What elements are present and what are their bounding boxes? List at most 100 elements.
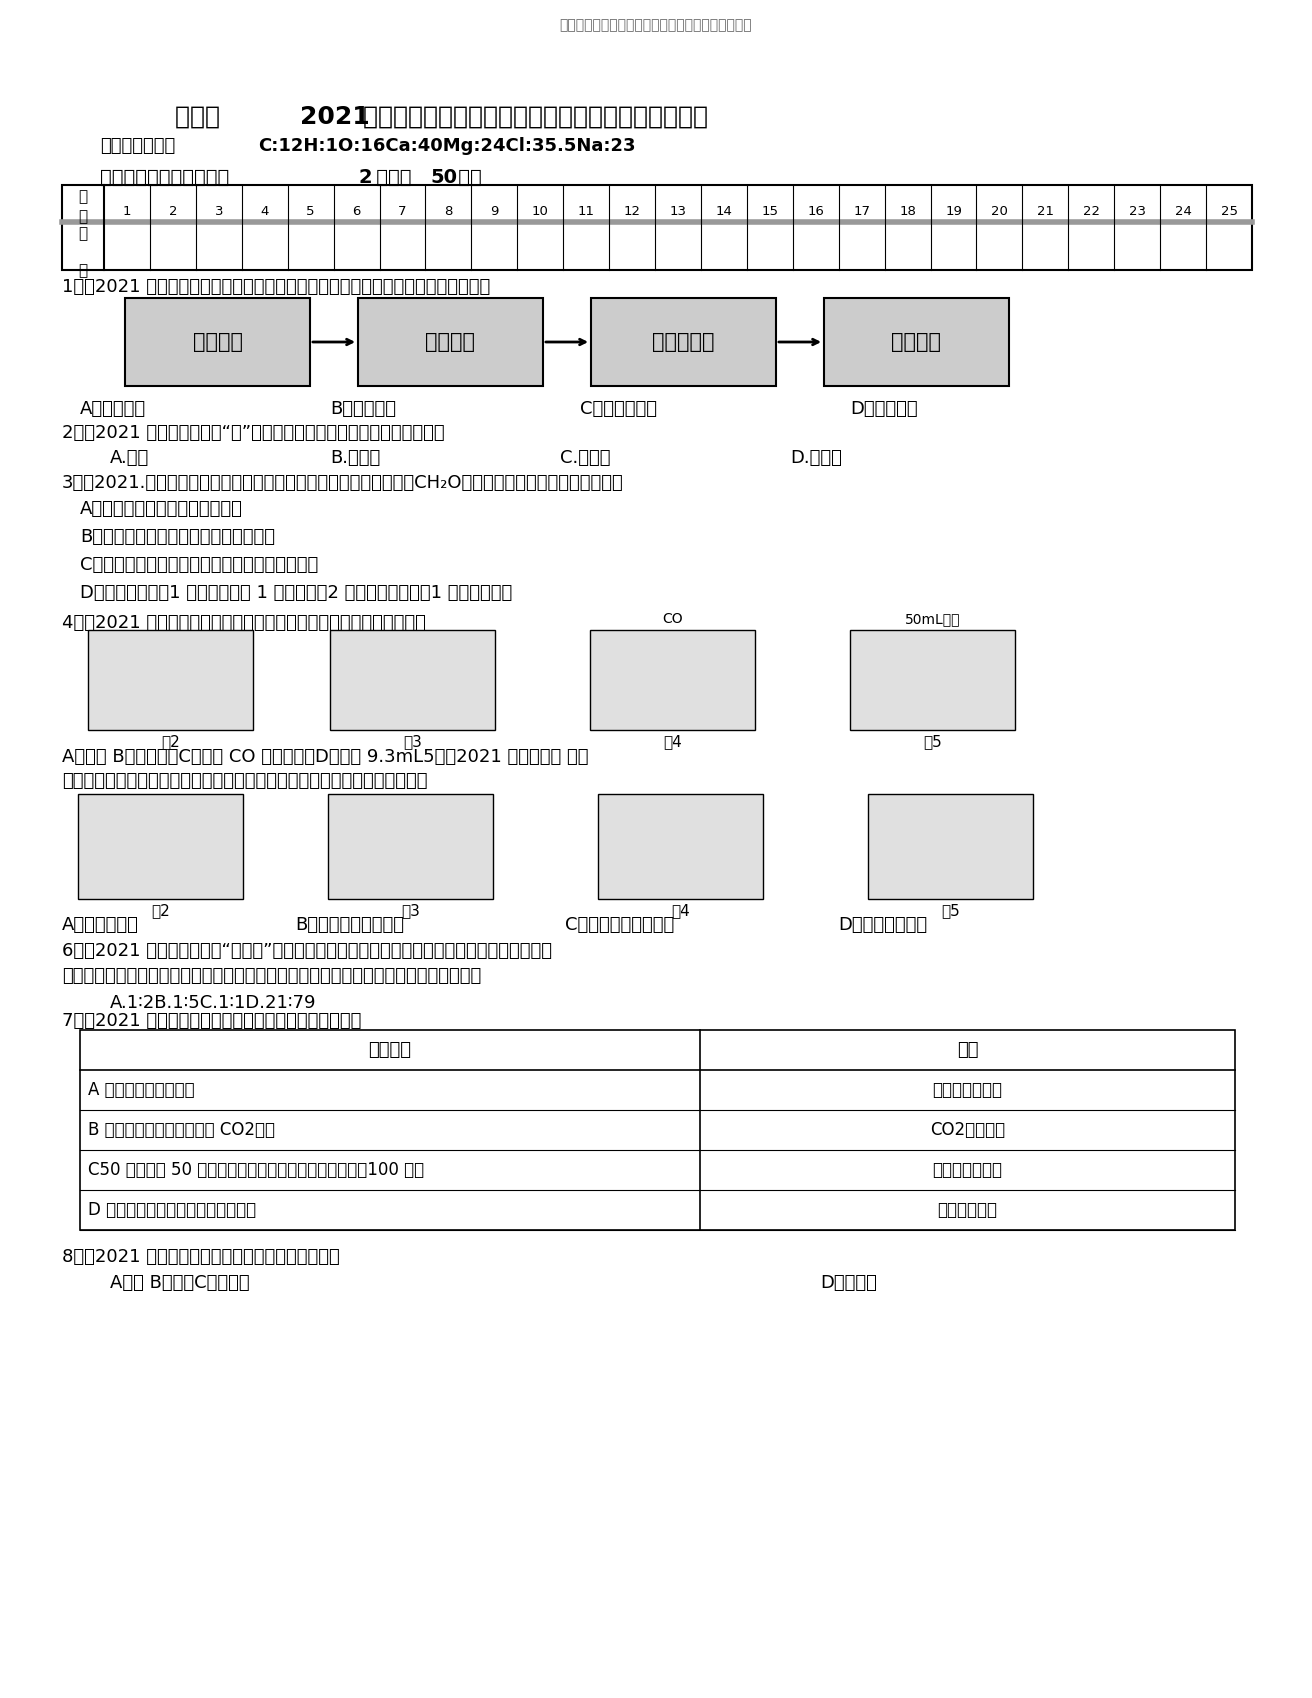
Text: C.矿泉水: C.矿泉水 [560, 448, 610, 467]
Text: 21: 21 [1036, 205, 1054, 217]
Text: 3: 3 [215, 205, 223, 217]
Text: C50 毫升水与 50 毫升乙醇混溶，混溶后整体积小于　　100 毫升: C50 毫升水与 50 毫升乙醇混溶，混溶后整体积小于 100 毫升 [88, 1161, 424, 1178]
Text: 13: 13 [669, 205, 686, 217]
Bar [88, 630, 253, 730]
Text: 一、单项选择（每题: 一、单项选择（每题 [100, 168, 230, 187]
Text: C．从宏观上看：甲醛由碳、氢、氧三种元素构成: C．从宏观上看：甲醛由碳、氢、氧三种元素构成 [80, 555, 319, 574]
Text: 2．（2021 雅安）以下含有“水”的物质中，属于贞洁物的是（　　　　）: 2．（2021 雅安）以下含有“水”的物质中，属于贞洁物的是（ ） [62, 424, 445, 441]
Text: 分子在不停运动: 分子在不停运动 [933, 1082, 1002, 1099]
Text: 23: 23 [1128, 205, 1145, 217]
Text: 17: 17 [853, 205, 870, 217]
Bar [869, 795, 1033, 898]
Text: 泰安市: 泰安市 [174, 105, 228, 129]
Text: 5: 5 [307, 205, 315, 217]
Text: 7: 7 [399, 205, 407, 217]
Text: 11: 11 [577, 205, 594, 217]
Text: D．杀菌消毒: D．杀菌消毒 [850, 401, 917, 418]
Text: D．硫酸铜: D．硫酸铜 [820, 1274, 876, 1292]
Text: 6．（2021 重庆）打捞韩国“光阴号”沉船是在水下作业，潜水员需要呼吸富氧空气。富氧空气中: 6．（2021 重庆）打捞韩国“光阴号”沉船是在水下作业，潜水员需要呼吸富氧空气… [62, 942, 552, 959]
Text: D．从微观上看：1 个甲醛分子由 1 个碳原子、2 个氢原子和　　　1 个氧原子构成: D．从微观上看：1 个甲醛分子由 1 个碳原子、2 个氢原子和 1 个氧原子构成 [80, 584, 512, 603]
Text: B．砂层过滤: B．砂层过滤 [331, 401, 396, 418]
Text: 10: 10 [531, 205, 548, 217]
Text: 50: 50 [430, 168, 457, 187]
Text: 分）: 分） [453, 168, 482, 187]
Text: 图2: 图2 [151, 903, 169, 919]
Text: A．过滤 B．加热液体C．除掉 CO 中的水蒸气D．量取 9.3mL5．（2021 苏州）以下 液体: A．过滤 B．加热液体C．除掉 CO 中的水蒸气D．量取 9.3mL5．（202… [62, 749, 589, 766]
Text: 3．（2021.福州市）甲醛可用作农药和消毒剂，　　以下对于甲醛（CH₂O）的说法错误的选项是（　　　）: 3．（2021.福州市）甲醛可用作农药和消毒剂， 以下对于甲醛（CH₂O）的说法… [62, 474, 623, 492]
Text: A.1∶2B.1∶5C.1∶1D.21∶79: A.1∶2B.1∶5C.1∶1D.21∶79 [110, 993, 316, 1012]
Text: A．自然积淀: A．自然积淀 [80, 401, 146, 418]
Bar [824, 299, 1009, 385]
Text: 相对原子质量：: 相对原子质量： [100, 138, 176, 155]
Text: 14: 14 [715, 205, 732, 217]
Text: A.硬水: A.硬水 [110, 448, 150, 467]
Text: 2: 2 [358, 168, 371, 187]
Text: 12: 12 [623, 205, 640, 217]
Text: 自然沉淀: 自然沉淀 [193, 333, 243, 351]
Bar [62, 185, 1252, 270]
Text: 题
号: 题 号 [79, 188, 88, 224]
Text: 分子能够再分: 分子能够再分 [938, 1200, 997, 1219]
Text: 7．（2021 宜宾）以下事实对应的解说错误的选项是（）: 7．（2021 宜宾）以下事实对应的解说错误的选项是（） [62, 1012, 361, 1031]
Text: 25: 25 [1220, 205, 1237, 217]
Text: B 用肉眼不可以直接察看到 CO2分子: B 用肉眼不可以直接察看到 CO2分子 [88, 1121, 276, 1139]
Text: 泰安市九年级化学上学期期末模拟试题鲁教版含答案: 泰安市九年级化学上学期期末模拟试题鲁教版含答案 [560, 19, 752, 32]
Text: A．排水法集气: A．排水法集气 [62, 915, 139, 934]
Text: 图5: 图5 [941, 903, 960, 919]
Text: 答

案: 答 案 [79, 226, 88, 278]
Text: 8: 8 [445, 205, 453, 217]
Text: 24: 24 [1174, 205, 1191, 217]
Text: 50mL量筒: 50mL量筒 [905, 611, 960, 627]
Bar [598, 795, 764, 898]
Text: A 在花园中可闻到花香: A 在花园中可闻到花香 [88, 1082, 194, 1099]
Text: 20: 20 [991, 205, 1008, 217]
Text: 1: 1 [123, 205, 131, 217]
Text: 2021: 2021 [300, 105, 370, 129]
Bar [358, 299, 543, 385]
Text: C．活性炭吸附: C．活性炭吸附 [580, 401, 657, 418]
Bar [77, 795, 243, 898]
Text: 图3: 图3 [401, 903, 420, 919]
Text: C:12H:1O:16Ca:40Mg:24Cl:35.5Na:23: C:12H:1O:16Ca:40Mg:24Cl:35.5Na:23 [258, 138, 635, 155]
Text: C．用高锰酸钾制氧气: C．用高锰酸钾制氧气 [565, 915, 674, 934]
Bar [331, 630, 495, 730]
Text: CO2分子很小: CO2分子很小 [930, 1121, 1005, 1139]
Bar [125, 299, 310, 385]
Text: 16: 16 [807, 205, 824, 217]
Text: B.蒸馏水: B.蒸馏水 [331, 448, 380, 467]
Text: 图3: 图3 [403, 734, 422, 749]
Text: 分，共: 分，共 [370, 168, 417, 187]
Text: 氧气的含量高于一般空气中氧气的含量，富氧空气中氧气与其余气体的体积比能够是（）: 氧气的含量高于一般空气中氧气的含量，富氧空气中氧气与其余气体的体积比能够是（） [62, 966, 482, 985]
Text: 4．（2021 安徽）以下实验操作中，能抵达实验目的的是（　　　　）: 4．（2021 安徽）以下实验操作中，能抵达实验目的的是（ ） [62, 615, 426, 632]
Text: CO: CO [663, 611, 682, 627]
Bar [850, 630, 1015, 730]
Text: 2: 2 [169, 205, 177, 217]
Text: D 冰受热变成水，水受热变成水蒸气: D 冰受热变成水，水受热变成水蒸气 [88, 1200, 256, 1219]
Bar [80, 1031, 1235, 1229]
Text: 22: 22 [1082, 205, 1099, 217]
Bar [328, 795, 493, 898]
Text: 相关玻璃导气管的使用图示正确的选项是（省略夹持和加热装置）　（　　）: 相关玻璃导气管的使用图示正确的选项是（省略夹持和加热装置） （ ） [62, 773, 428, 790]
Text: 沙层过滤: 沙层过滤 [425, 333, 475, 351]
Text: 序号事实: 序号事实 [369, 1041, 412, 1060]
Text: 图4: 图4 [672, 903, 690, 919]
Text: 4: 4 [261, 205, 269, 217]
Text: 8．（2021 无锡）以下物质由离子构成的是（　　）: 8．（2021 无锡）以下物质由离子构成的是（ ） [62, 1248, 340, 1267]
Text: 15: 15 [761, 205, 778, 217]
Text: 活性炭吸附: 活性炭吸附 [652, 333, 715, 351]
Text: 图5: 图5 [924, 734, 942, 749]
Text: 9: 9 [491, 205, 499, 217]
Text: D．检验二氧化碳: D．检验二氧化碳 [838, 915, 928, 934]
Bar [590, 299, 775, 385]
Text: 图4: 图4 [663, 734, 682, 749]
Text: 6: 6 [353, 205, 361, 217]
Text: 分子之间有间隔: 分子之间有间隔 [933, 1161, 1002, 1178]
Text: 19: 19 [945, 205, 962, 217]
Text: A．汞 B．氧气C．金刚石: A．汞 B．氧气C．金刚石 [110, 1274, 249, 1292]
Text: D.自来水: D.自来水 [790, 448, 842, 467]
Text: 杀菌消毒: 杀菌消毒 [891, 333, 942, 351]
Text: 图2: 图2 [161, 734, 180, 749]
Text: 年九年级化学上学期期末模拟试题（鲁教版含答案）: 年九年级化学上学期期末模拟试题（鲁教版含答案） [356, 105, 708, 129]
Text: B．从变化上看：甲醛完好焚烧只生成水: B．从变化上看：甲醛完好焚烧只生成水 [80, 528, 276, 547]
Bar [590, 630, 754, 730]
